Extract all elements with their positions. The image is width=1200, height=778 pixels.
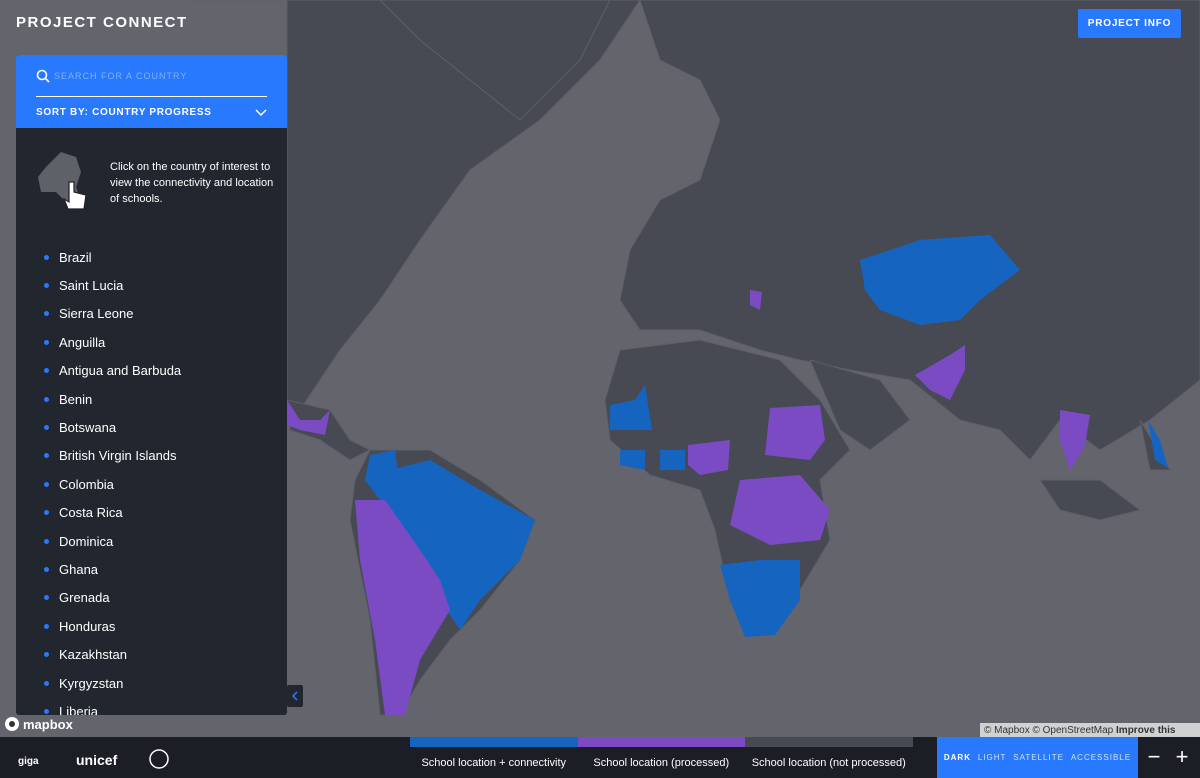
legend-swatch <box>577 737 745 747</box>
sort-dropdown[interactable]: SORT BY: COUNTRY PROGRESS <box>36 97 267 128</box>
country-item[interactable]: Botswana <box>16 413 287 441</box>
country-item[interactable]: Honduras <box>16 612 287 640</box>
hint-text: Click on the country of interest to view… <box>110 161 274 205</box>
mapbox-logo[interactable]: mapbox <box>4 716 73 732</box>
central-america <box>286 399 372 461</box>
country-item[interactable]: Kyrgyzstan <box>16 669 287 697</box>
country-item[interactable]: Kazakhstan <box>16 640 287 668</box>
greenland <box>379 0 611 121</box>
mapbox-text: mapbox <box>23 716 73 732</box>
country-list: Brazil Saint Lucia Sierra Leone Anguilla Ant… <box>16 243 287 715</box>
country-hint-icon <box>38 152 87 210</box>
country-item[interactable]: Saint Lucia <box>16 271 287 299</box>
search-box[interactable]: SEARCH FOR A COUNTRY <box>36 55 267 97</box>
philippines <box>1148 420 1168 468</box>
arabia <box>809 359 911 451</box>
style-button[interactable]: LIGHT <box>977 753 1007 762</box>
serbia <box>750 290 762 310</box>
southern-africa <box>720 560 800 637</box>
mexico-central <box>287 400 330 435</box>
app-title: PROJECT CONNECT <box>16 14 188 31</box>
project-info-button[interactable]: PROJECT INFO <box>1078 9 1181 38</box>
search-placeholder: SEARCH FOR A COUNTRY <box>54 70 188 81</box>
country-item[interactable]: Dominica <box>16 527 287 555</box>
brazil <box>380 460 535 630</box>
country-item[interactable]: Grenada <box>16 584 287 612</box>
search-icon <box>36 69 50 83</box>
country-item[interactable]: Ghana <box>16 555 287 583</box>
country-item[interactable]: Antigua and Barbuda <box>16 357 287 385</box>
europe-asia <box>619 0 1200 461</box>
zoom-in-button[interactable]: + <box>1175 744 1189 769</box>
style-button[interactable]: DARK <box>943 753 971 762</box>
colombia <box>365 450 400 500</box>
country-item[interactable]: British Virgin Islands <box>16 442 287 470</box>
sort-label: SORT BY: COUNTRY PROGRESS <box>36 107 212 118</box>
country-item[interactable]: Benin <box>16 385 287 413</box>
giga-logo: giga <box>18 756 39 767</box>
andes <box>355 500 450 715</box>
west-africa <box>620 450 685 470</box>
nigeria <box>688 440 730 475</box>
legend-swatch <box>745 737 913 747</box>
chevron-icon <box>255 108 267 116</box>
map-style-switcher: DARK LIGHT SATELLITE ACCESSIBLE <box>937 737 1138 778</box>
unicef-logo: unicef <box>76 752 118 768</box>
thailand <box>1060 410 1090 470</box>
country-item[interactable]: Colombia <box>16 470 287 498</box>
sidebar: SEARCH FOR A COUNTRY SORT BY: COUNTRY PR… <box>16 55 287 715</box>
central-africa <box>730 475 830 545</box>
map <box>190 0 1200 716</box>
country-item[interactable]: Sierra Leone <box>16 300 287 328</box>
country-item[interactable]: Liberia <box>16 697 287 715</box>
legend-label: School location + connectivity <box>421 757 567 769</box>
style-button[interactable]: SATELLITE <box>1013 753 1064 762</box>
zoom-out-button[interactable]: − <box>1147 744 1161 769</box>
collapse-button[interactable] <box>287 685 303 707</box>
mauritania <box>610 385 652 430</box>
itu-logo <box>149 749 169 769</box>
legend-label: School location (not processed) <box>751 757 906 769</box>
legend-label: School location (processed) <box>593 757 730 769</box>
style-button[interactable]: ACCESSIBLE <box>1070 753 1132 762</box>
mapbox-icon <box>5 717 19 731</box>
kazakhstan <box>860 235 1020 325</box>
attribution-text: © Mapbox © OpenStreetMap <box>984 725 1114 736</box>
country-item[interactable]: Costa Rica <box>16 499 287 527</box>
collapse-icon <box>291 691 298 701</box>
country-item[interactable]: Anguilla <box>16 328 287 356</box>
legend-swatch <box>410 737 578 747</box>
country-item[interactable]: Brazil <box>16 243 287 271</box>
sudan <box>765 405 825 460</box>
sidebar-header: SEARCH FOR A COUNTRY SORT BY: COUNTRY PR… <box>16 55 287 128</box>
pakistan <box>915 345 965 400</box>
